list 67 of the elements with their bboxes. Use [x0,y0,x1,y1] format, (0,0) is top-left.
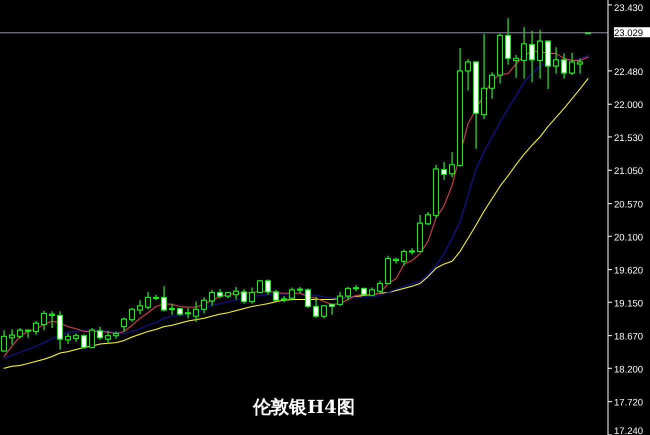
y-tick-label: 18.200 [614,364,644,376]
y-tick-label: 20.100 [614,232,644,244]
y-tick-label: 17.240 [614,426,644,435]
candlestick [105,330,111,344]
candlestick [193,301,199,322]
candlestick [241,288,247,304]
y-tick-label: 19.150 [614,298,644,310]
y-tick-label: 20.570 [614,200,644,211]
y-tick-label: 23.430 [614,3,644,14]
candlestick [41,310,47,331]
candlestick [49,310,55,328]
candlestick [313,296,319,318]
candlestick [441,161,447,180]
candlestick [81,334,87,350]
candlestick [505,18,511,66]
candlestick [265,278,271,296]
candlestick [65,333,71,344]
candlestick [449,152,455,178]
candlestick [57,310,63,350]
candlestick [201,296,207,314]
candlestick [529,30,535,82]
y-tick-label: 19.620 [614,266,644,277]
candlestick [1,330,7,352]
candlestick [33,320,39,336]
candlestick [521,26,527,80]
candlestick [489,72,495,100]
candlestick [577,58,583,74]
y-tick-label: 22.480 [614,66,644,78]
candlestick [337,291,343,306]
candlestick [289,287,295,301]
candlestick [537,29,543,80]
candlestick [329,303,335,316]
y-tick-label: 18.670 [614,332,644,343]
candlestick [17,327,23,339]
candlestick [161,286,167,312]
candlestick [249,287,255,304]
candlestick [305,288,311,308]
candlestick [321,304,327,319]
candlestick [345,286,351,301]
candlestick [185,307,191,319]
candlestick [425,211,431,226]
candlestick [569,52,575,76]
candlestick [257,280,263,294]
y-tick-label: 21.050 [614,166,644,178]
ref-line-label: 23.029 [614,28,644,40]
candlestick [377,280,383,294]
candlestick [121,317,127,332]
candlestick [401,248,407,266]
candlestick [129,307,135,322]
candlestick [145,291,151,310]
candlestick [137,300,143,315]
candlestick [561,53,567,80]
candlestick [9,328,15,346]
candlestick [169,303,175,316]
y-tick-label: 17.720 [614,398,644,409]
candlestick [97,326,103,340]
candlestick [273,289,279,302]
y-tick-label: 21.530 [614,132,644,144]
candlestick [233,286,239,300]
text: 伦敦银H4图 [252,397,355,418]
candlestick [553,46,559,74]
candlestick [513,54,519,78]
candlestick [217,288,223,299]
candlestick [209,289,215,306]
candlestick [89,327,95,349]
y-tick-label: 22.000 [614,100,644,112]
candlestick [465,58,471,91]
